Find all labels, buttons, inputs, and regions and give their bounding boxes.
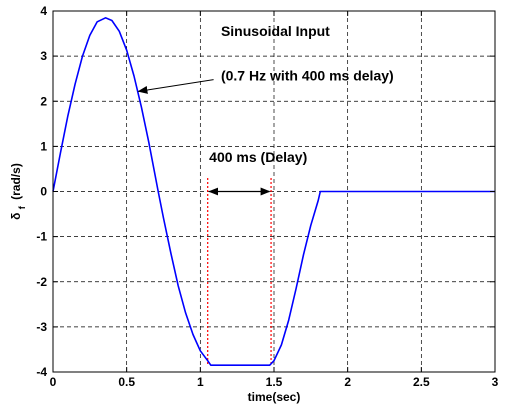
y-tick-label: 0 <box>40 185 47 199</box>
x-tick-label: 2 <box>344 375 351 389</box>
y-tick-label: -2 <box>36 275 47 289</box>
x-tick-label: 3 <box>492 375 499 389</box>
grid <box>53 11 495 372</box>
ticks <box>52 10 496 373</box>
x-tick-label: 1 <box>197 375 204 389</box>
y-tick-label: 3 <box>40 49 47 63</box>
series-line <box>52 16 495 367</box>
callout-arrow <box>137 79 214 94</box>
y-axis-symbol: δ <box>9 213 23 220</box>
y-tick-label: 2 <box>40 94 47 108</box>
annotation-sinusoidal-input: Sinusoidal Input <box>221 23 330 39</box>
y-axis-unit: (rad/s) <box>9 163 23 200</box>
y-tick-label: 4 <box>40 4 47 18</box>
x-tick-label: 2.5 <box>413 375 430 389</box>
x-tick-label: 1.5 <box>266 375 283 389</box>
y-axis-subscript: f <box>17 205 27 209</box>
y-tick-label: 1 <box>40 139 47 153</box>
y-tick-label: -3 <box>36 320 47 334</box>
x-tick-labels: 0 0.5 1 1.5 2 2.5 3 <box>50 375 499 389</box>
x-tick-label: 0.5 <box>118 375 135 389</box>
y-tick-label: -4 <box>36 365 47 379</box>
y-tick-labels: -4 -3 -2 -1 0 1 2 3 4 <box>36 4 47 379</box>
y-axis-label: δ f (rad/s) <box>9 163 27 220</box>
x-axis-label: time(sec) <box>248 390 301 404</box>
delay-markers <box>207 177 272 366</box>
series-group <box>52 16 495 367</box>
y-tick-label: -1 <box>36 230 47 244</box>
annotation-frequency-delay: (0.7 Hz with 400 ms delay) <box>221 67 394 83</box>
x-tick-label: 0 <box>50 375 57 389</box>
annotation-delay-duration: 400 ms (Delay) <box>209 149 307 165</box>
